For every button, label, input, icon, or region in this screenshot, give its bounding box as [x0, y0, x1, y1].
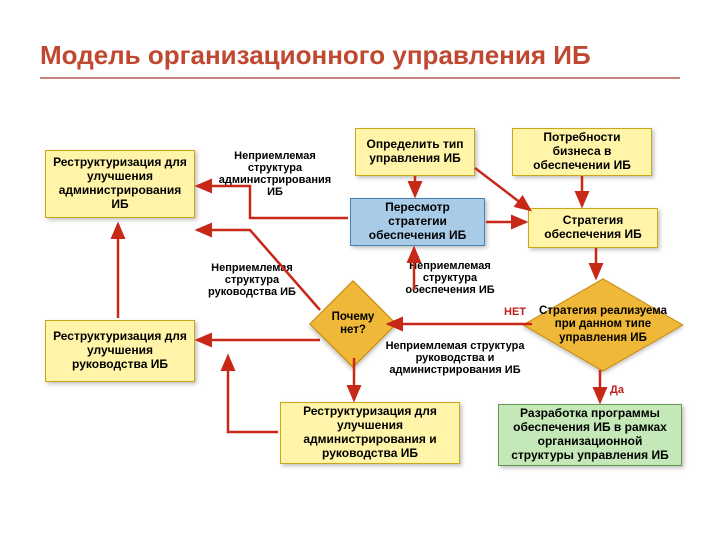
- diamond-feasible-label: Стратегия реализуема при данном типе упр…: [533, 305, 673, 345]
- node-restruct-both: Реструктуризация для улучшения администр…: [280, 402, 460, 464]
- label-unacceptable-leadership: Неприемлемая структура руководства ИБ: [192, 262, 312, 298]
- label-unacceptable-provision: Неприемлемая структура обеспечения ИБ: [390, 260, 510, 296]
- label-unacceptable-admin: Неприемлемая структура администрирования…: [210, 150, 340, 198]
- label-no: НЕТ: [504, 306, 526, 318]
- node-restruct-leadership: Реструктуризация для улучшения руководст…: [45, 320, 195, 382]
- node-restruct-admin: Реструктуризация для улучшения администр…: [45, 150, 195, 218]
- node-business-needs: Потребности бизнеса в обеспечении ИБ: [512, 128, 652, 176]
- page-title: Модель организационного управления ИБ: [40, 40, 680, 79]
- node-program: Разработка программы обеспечения ИБ в ра…: [498, 404, 682, 466]
- node-determine-type: Определить тип управления ИБ: [355, 128, 475, 176]
- node-strategy: Стратегия обеспечения ИБ: [528, 208, 658, 248]
- node-review-strategy: Пересмотр стратегии обеспечения ИБ: [350, 198, 485, 246]
- label-yes: Да: [610, 384, 624, 396]
- label-unacceptable-both: Неприемлемая структура руководства и адм…: [370, 340, 540, 376]
- diamond-why-not-label: Почему нет?: [322, 311, 384, 337]
- diamond-feasible: Стратегия реализуема при данном типе упр…: [530, 280, 676, 370]
